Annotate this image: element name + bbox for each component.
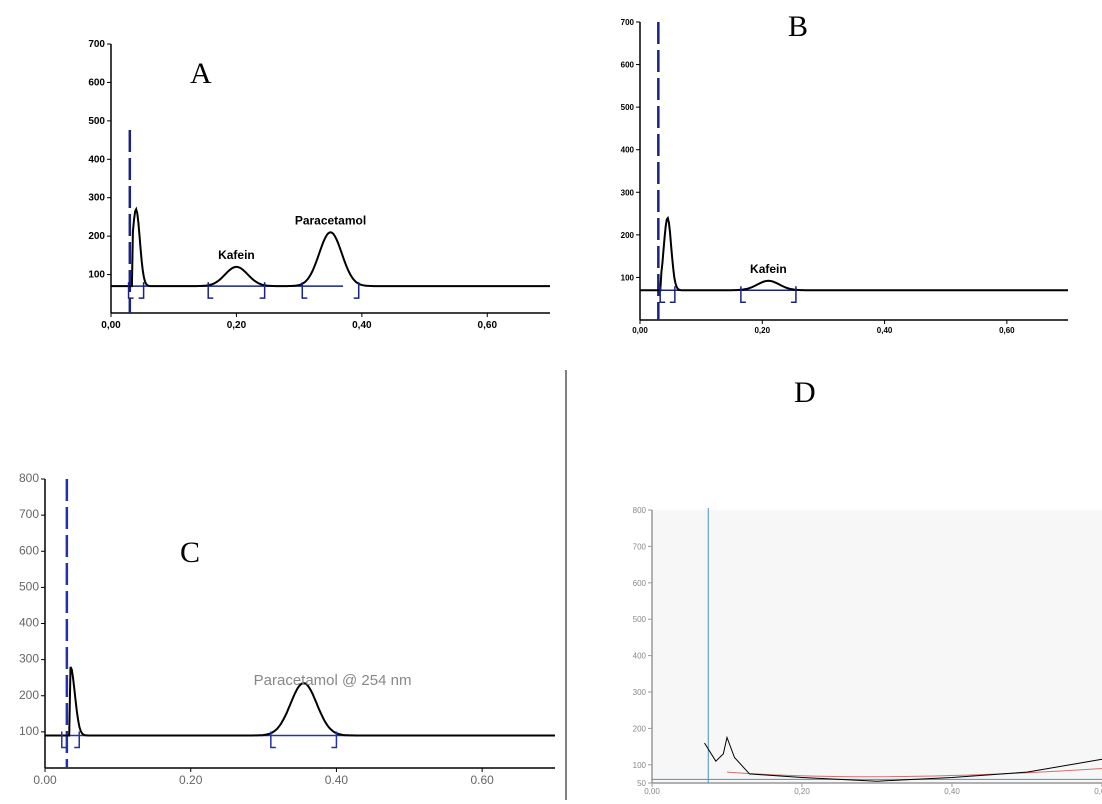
chromatogram-trace: [704, 735, 1102, 782]
y-tick-label: 200: [19, 688, 39, 702]
y-tick-label: 400: [19, 616, 39, 630]
x-tick-label: 0,60: [1094, 787, 1102, 796]
x-tick-label: 0.00: [33, 773, 57, 787]
chromatogram-trace: [640, 215, 1068, 292]
plot-area: [652, 510, 1102, 783]
y-tick-label: 500: [19, 579, 39, 593]
y-tick-label: 600: [621, 61, 635, 70]
x-tick-label: 0.40: [325, 773, 349, 787]
y-tick-label: 100: [88, 270, 105, 281]
peak-label: Kafein: [750, 262, 787, 276]
x-tick-label: 0,40: [352, 320, 372, 331]
y-tick-label: 800: [19, 471, 39, 485]
y-tick-label: 500: [88, 116, 105, 127]
x-tick-label: 0,60: [478, 320, 498, 331]
integration-bracket: [790, 286, 797, 303]
chromatogram-trace: [45, 666, 555, 737]
x-tick-label: 0,40: [877, 326, 893, 335]
integration-bracket: [74, 731, 80, 749]
integration-bracket: [331, 731, 338, 749]
y-tick-label: 300: [633, 688, 647, 697]
y-tick-label: 200: [621, 231, 635, 240]
y-tick-label: 100: [19, 724, 39, 738]
y-tick-label: 600: [19, 543, 39, 557]
y-tick-label: 700: [621, 18, 635, 27]
x-tick-label: 0,20: [227, 320, 247, 331]
x-tick-label: 0,40: [944, 787, 960, 796]
x-tick-label: 0,00: [644, 787, 660, 796]
x-tick-label: 0,60: [999, 326, 1015, 335]
peak-label: Paracetamol: [295, 213, 366, 227]
chromatogram-trace: [111, 206, 550, 288]
y-tick-label: 800: [633, 506, 647, 515]
panel-letter-c: C: [180, 536, 200, 569]
x-tick-label: 0.60: [470, 773, 494, 787]
chart-b: 100 200 300 400 500 600 700 0,00 0,20 0,40 0,60 Kaf…: [621, 18, 1068, 335]
chart-a: 100 200 300 400 500 600 700 0,00 0,20 0,40 0,60 Kaf…: [88, 39, 550, 331]
peak-label: Kafein: [218, 248, 255, 262]
y-tick-label: 600: [633, 579, 647, 588]
y-tick-label: 400: [621, 146, 635, 155]
y-tick-label: 100: [633, 761, 647, 770]
integration-bracket: [207, 282, 214, 299]
panel-letter-a: A: [190, 57, 212, 90]
peak-label: Paracetamol @ 254 nm: [254, 672, 412, 689]
y-tick-label: 700: [88, 39, 105, 50]
integration-bracket: [270, 731, 276, 749]
y-tick-label: 700: [19, 507, 39, 521]
y-tick-label: 300: [621, 188, 635, 197]
x-tick-label: 0,00: [101, 320, 121, 331]
integration-bracket: [659, 286, 666, 303]
y-tick-label: 100: [621, 273, 635, 282]
x-tick-label: 0,00: [632, 326, 648, 335]
y-tick-label: 50: [637, 779, 646, 788]
integration-bracket: [138, 282, 145, 299]
x-tick-label: 0,20: [754, 326, 770, 335]
y-tick-label: 200: [633, 724, 647, 733]
y-tick-label: 300: [88, 193, 105, 204]
y-tick-label: 400: [88, 154, 105, 165]
chart-c: 100 200 300 400 500 600 700 800 0.00 0.20 0.40 0.60…: [19, 471, 555, 787]
integration-bracket: [127, 282, 134, 299]
integration-bracket: [669, 286, 676, 303]
y-tick-label: 500: [621, 103, 635, 112]
y-tick-label: 600: [88, 77, 105, 88]
y-tick-label: 300: [19, 652, 39, 666]
integration-bracket: [740, 286, 746, 303]
y-tick-label: 400: [633, 652, 647, 661]
y-tick-label: 200: [88, 231, 105, 242]
panel-letter-b: B: [788, 10, 808, 43]
integration-bracket: [301, 282, 308, 299]
integration-bracket: [61, 731, 67, 749]
y-tick-label: 500: [633, 615, 647, 624]
x-tick-label: 0.20: [179, 773, 203, 787]
y-tick-label: 700: [633, 542, 647, 551]
fit-baseline: [726, 767, 1102, 778]
chart-d: 50 100 200 300 400 500 600 700 800 0,00 0,20 0,40 0,…: [633, 506, 1102, 796]
x-tick-label: 0,20: [794, 787, 810, 796]
integration-bracket: [259, 282, 266, 299]
panel-letter-d: D: [794, 376, 816, 409]
integration-bracket: [353, 282, 360, 299]
